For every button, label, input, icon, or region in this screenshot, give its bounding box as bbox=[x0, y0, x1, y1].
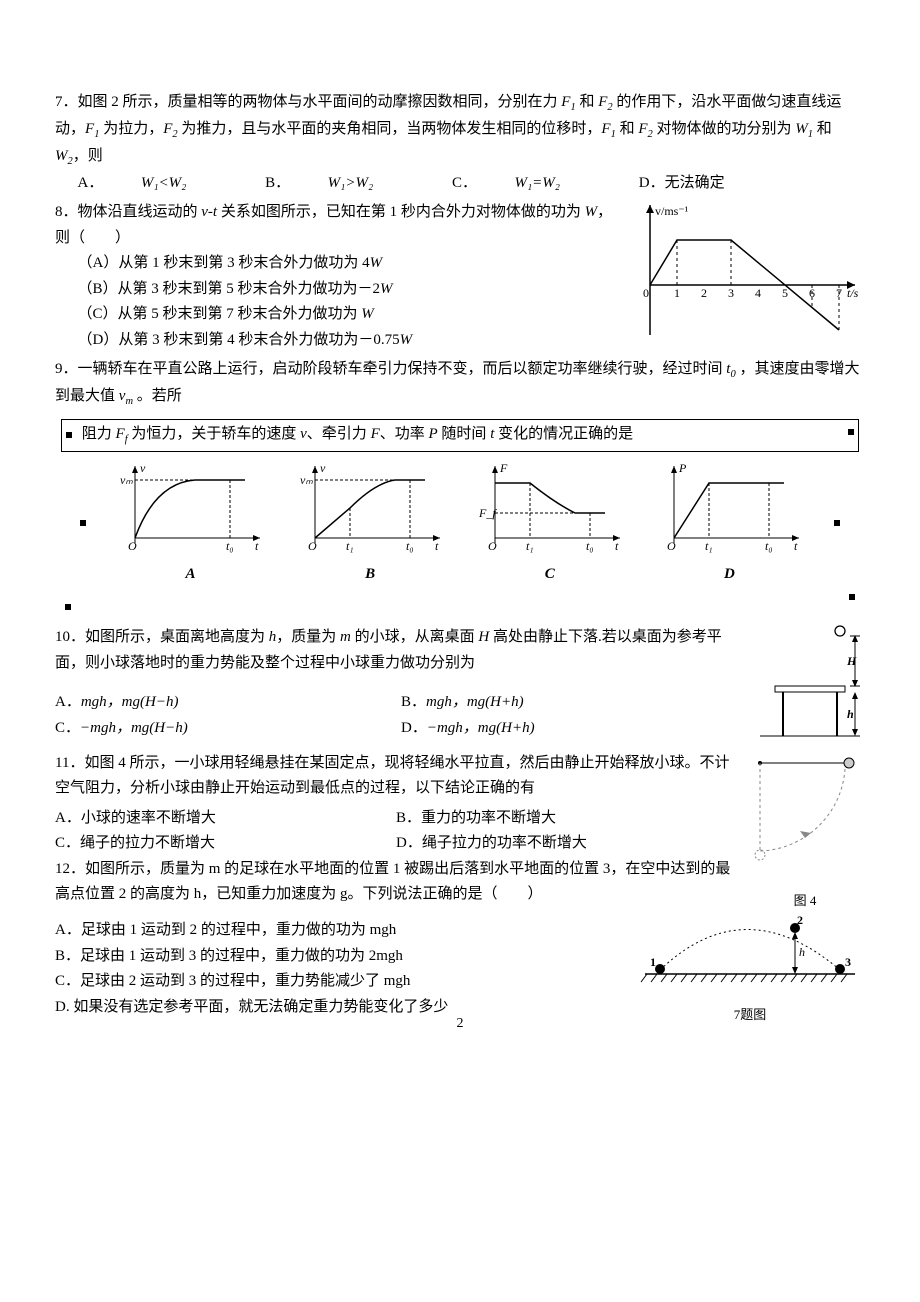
svg-text:O: O bbox=[667, 539, 676, 553]
svg-text:t₀: t₀ bbox=[586, 539, 594, 553]
svg-text:v: v bbox=[320, 461, 326, 475]
svg-text:O: O bbox=[308, 539, 317, 553]
q8-ylabel: v/ms⁻¹ bbox=[655, 204, 689, 218]
q8-xlabel: t/s bbox=[847, 286, 859, 300]
question-11: 11．如图 4 所示，一小球用轻绳悬挂在某固定点，现将轻绳水平拉直，然后由静止开… bbox=[55, 751, 865, 802]
svg-text:P: P bbox=[678, 461, 687, 475]
q9-chart-C: F F_f t₁ t₀ t O C bbox=[475, 458, 625, 588]
svg-text:F_f: F_f bbox=[478, 506, 497, 520]
svg-text:t: t bbox=[255, 539, 259, 553]
q9-chart-D: P t₁ t₀ t O D bbox=[654, 458, 804, 588]
svg-text:t₀: t₀ bbox=[765, 539, 773, 553]
svg-text:1: 1 bbox=[674, 286, 680, 300]
svg-text:v: v bbox=[140, 461, 146, 475]
q8-figure: 0 1 2 3 4 5 6 7 v/ms⁻¹ t/s bbox=[635, 200, 865, 350]
svg-text:3: 3 bbox=[845, 955, 851, 969]
svg-text:2: 2 bbox=[701, 286, 707, 300]
q7-stem-a: 7．如图 2 所示，质量相等的两物体与水平面间的动摩擦因数相同，分别在力 bbox=[55, 94, 561, 110]
svg-text:t₁: t₁ bbox=[346, 539, 354, 553]
svg-text:t₁: t₁ bbox=[705, 539, 713, 553]
svg-text:F: F bbox=[499, 461, 508, 475]
page-number: 2 bbox=[0, 1012, 920, 1036]
q11-figure: 图 4 bbox=[745, 751, 865, 913]
q12-figure: 1 2 3 h 7题图 bbox=[635, 914, 865, 1026]
q9-boxed-line: 阻力 Ff 为恒力，关于轿车的速度 v、牵引力 F、功率 P 随时间 t 变化的… bbox=[61, 419, 859, 452]
q11-options: A．小球的速率不断增大B．重力的功率不断增大 bbox=[55, 806, 737, 832]
svg-text:h: h bbox=[847, 707, 854, 721]
svg-text:t₀: t₀ bbox=[226, 539, 234, 553]
svg-text:vₘ: vₘ bbox=[120, 473, 133, 487]
question-7: 7．如图 2 所示，质量相等的两物体与水平面间的动摩擦因数相同，分别在力 F1 … bbox=[55, 90, 865, 196]
q7-options: A．W₁<W₂ B．W₁>W₂ C．W₁=W₂ D．无法确定 bbox=[55, 171, 865, 197]
svg-text:h: h bbox=[799, 945, 805, 959]
svg-text:6: 6 bbox=[809, 286, 815, 300]
q7-F2: F2 bbox=[598, 94, 612, 110]
q9-charts: vₘ v t₀ t O A vₘ v t₁ t₀ t O B bbox=[65, 458, 855, 588]
svg-text:5: 5 bbox=[782, 286, 788, 300]
question-10: 10．如图所示，桌面离地高度为 h，质量为 m 的小球，从离桌面 H 高处由静止… bbox=[55, 625, 865, 676]
svg-text:3: 3 bbox=[728, 286, 734, 300]
q10-options: A．mgh，mg(H−h) B．mgh，mg(H+h) bbox=[55, 690, 747, 716]
svg-text:4: 4 bbox=[755, 286, 761, 300]
svg-text:t: t bbox=[794, 539, 798, 553]
q7-F1: F1 bbox=[561, 94, 575, 110]
q9-chart-A: vₘ v t₀ t O A bbox=[115, 458, 265, 588]
svg-text:t: t bbox=[615, 539, 619, 553]
q11-caption: 图 4 bbox=[745, 890, 865, 912]
svg-text:2: 2 bbox=[797, 914, 803, 927]
svg-text:vₘ: vₘ bbox=[300, 473, 313, 487]
svg-text:H: H bbox=[846, 654, 857, 668]
svg-text:t: t bbox=[435, 539, 439, 553]
svg-text:O: O bbox=[488, 539, 497, 553]
svg-text:O: O bbox=[128, 539, 137, 553]
svg-text:t₀: t₀ bbox=[406, 539, 414, 553]
q9-chart-B: vₘ v t₁ t₀ t O B bbox=[295, 458, 445, 588]
svg-text:7: 7 bbox=[836, 286, 842, 300]
q10-figure: H h bbox=[755, 621, 865, 751]
question-12: 12．如图所示，质量为 m 的足球在水平地面的位置 1 被踢出后落到水平地面的位… bbox=[55, 857, 865, 908]
svg-text:t₁: t₁ bbox=[526, 539, 534, 553]
svg-text:1: 1 bbox=[650, 955, 656, 969]
question-9: 9．一辆轿车在平直公路上运行，启动阶段轿车牵引力保持不变，而后以额定功率继续行驶… bbox=[55, 357, 865, 411]
svg-text:0: 0 bbox=[643, 286, 649, 300]
